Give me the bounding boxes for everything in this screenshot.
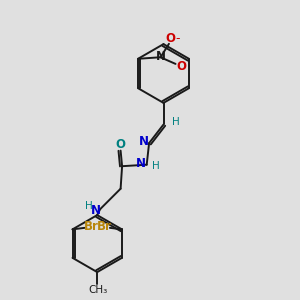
Text: O: O <box>176 60 187 73</box>
Text: H: H <box>152 161 160 171</box>
Text: N: N <box>139 135 149 148</box>
Text: N: N <box>91 204 101 217</box>
Text: N: N <box>155 50 166 63</box>
Text: O: O <box>165 32 175 45</box>
Text: O: O <box>115 138 125 151</box>
Text: Br: Br <box>84 220 99 232</box>
Text: H: H <box>85 201 93 211</box>
Text: H: H <box>172 117 180 127</box>
Text: N: N <box>136 157 146 170</box>
Text: -: - <box>175 32 180 46</box>
Text: CH₃: CH₃ <box>88 285 107 295</box>
Text: Br: Br <box>96 220 111 232</box>
